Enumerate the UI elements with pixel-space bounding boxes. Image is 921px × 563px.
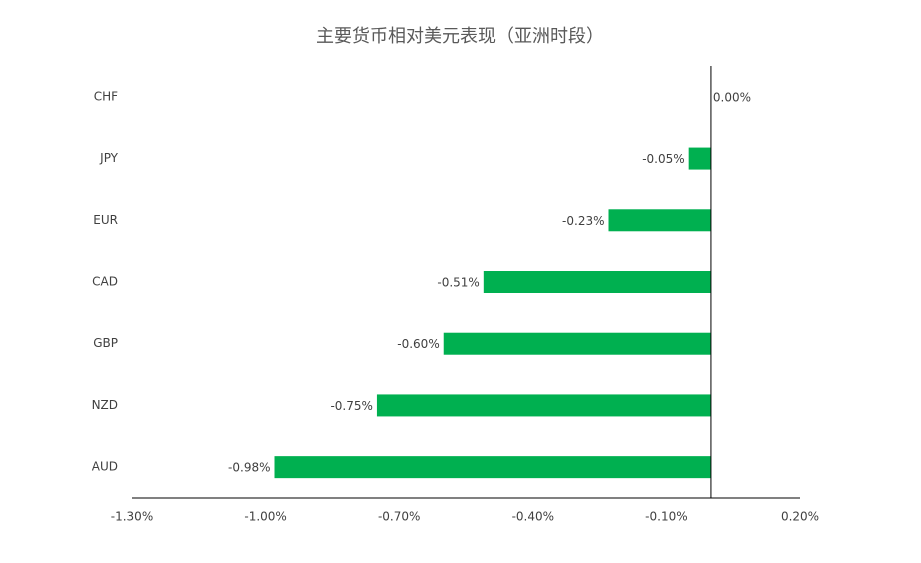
y-tick-label: CHF <box>94 89 118 103</box>
x-tick-label: -1.00% <box>244 510 286 524</box>
value-label: 0.00% <box>713 90 751 104</box>
x-tick-label: 0.20% <box>781 510 819 524</box>
bar <box>376 394 711 417</box>
value-label: -0.60% <box>397 337 439 351</box>
bar <box>483 271 711 293</box>
y-tick-label: AUD <box>92 460 118 474</box>
x-tick-label: -0.40% <box>512 510 554 524</box>
y-tick-label: CAD <box>92 275 118 289</box>
value-label: -0.51% <box>437 276 479 290</box>
x-tick-label: -1.30% <box>111 510 153 524</box>
bar <box>274 456 711 479</box>
y-tick-label: GBP <box>93 336 118 350</box>
value-label: -0.75% <box>330 399 372 413</box>
chart-title: 主要货币相对美元表现（亚洲时段） <box>316 26 604 47</box>
x-tick-label: -0.70% <box>378 510 420 524</box>
bar <box>608 209 711 232</box>
value-label: -0.05% <box>642 152 684 166</box>
y-tick-label: EUR <box>93 213 118 227</box>
bar <box>443 332 711 355</box>
bar <box>688 147 711 170</box>
value-label: -0.23% <box>562 214 604 228</box>
y-tick-label: NZD <box>92 398 118 412</box>
value-label: -0.98% <box>228 461 270 475</box>
y-tick-label: JPY <box>99 151 119 165</box>
x-tick-label: -0.10% <box>645 510 687 524</box>
